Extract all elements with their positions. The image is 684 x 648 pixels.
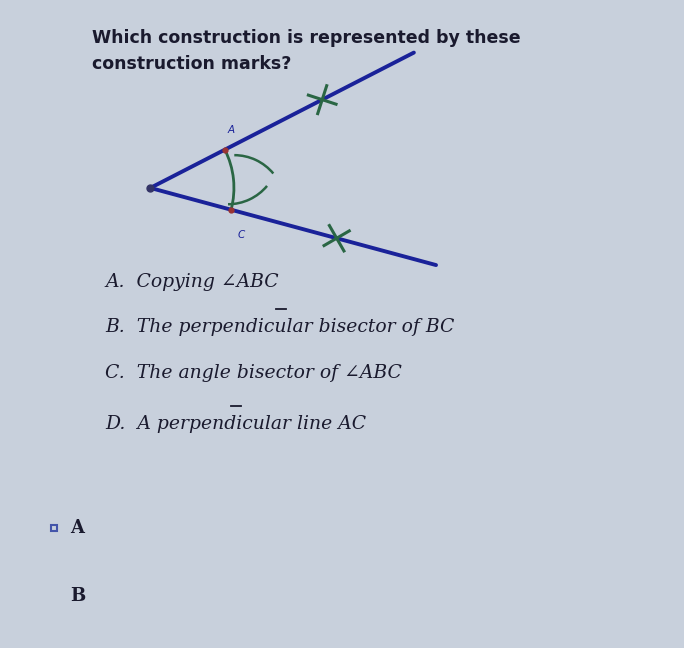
Text: A: A <box>70 519 84 537</box>
Text: D.  A perpendicular line AC: D. A perpendicular line AC <box>105 415 367 434</box>
Text: A.  Copying ∠ABC: A. Copying ∠ABC <box>105 273 279 291</box>
Text: Which construction is represented by these: Which construction is represented by the… <box>92 29 521 47</box>
Text: B.  The perpendicular bisector of BC: B. The perpendicular bisector of BC <box>105 318 455 336</box>
Text: A: A <box>228 126 235 135</box>
Text: B: B <box>70 587 86 605</box>
Text: C: C <box>237 231 245 240</box>
Text: construction marks?: construction marks? <box>92 55 292 73</box>
Text: C.  The angle bisector of ∠ABC: C. The angle bisector of ∠ABC <box>105 364 402 382</box>
